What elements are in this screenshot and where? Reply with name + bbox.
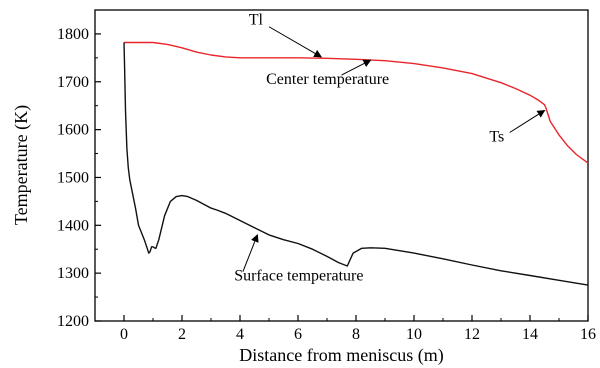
x-tick-label: 14	[522, 326, 538, 343]
annotation-label: Ts	[489, 129, 504, 146]
series-line-2	[123, 42, 589, 286]
y-tick-label: 1600	[57, 122, 89, 139]
annotation-arrow	[341, 59, 372, 76]
x-tick-label: 8	[352, 326, 360, 343]
series-line-1	[124, 41, 589, 164]
x-tick-label: 12	[464, 326, 480, 343]
x-tick-label: 2	[178, 326, 186, 343]
annotation-arrow	[268, 26, 323, 58]
y-tick-label: 1200	[57, 313, 89, 330]
plot-frame	[94, 9, 589, 322]
x-tick-label: 6	[294, 326, 302, 343]
axis-ticks: 0 2 4 6 8 10 12 14 16 1200 1300 1400 1500 1600 1700 180…	[57, 9, 596, 343]
y-tick-label: 1300	[57, 265, 89, 282]
series-layer	[123, 41, 589, 286]
annotation-label: Surface temperature	[234, 267, 363, 284]
annotation-label: Center temperature	[266, 71, 389, 88]
y-tick-label: 1800	[57, 26, 89, 43]
y-tick-label: 1700	[57, 74, 89, 91]
annotation-arrow	[242, 233, 259, 272]
x-tick-label: 4	[236, 326, 244, 343]
x-tick-label: 0	[120, 326, 128, 343]
x-tick-label: 10	[406, 326, 422, 343]
x-tick-label: 16	[580, 326, 596, 343]
y-axis-title: Temperature (K)	[11, 105, 32, 225]
y-tick-label: 1500	[57, 169, 89, 186]
annotation-layer: Tl Center temperature Ts Surface temperatur…	[234, 11, 546, 284]
annotation-arrow	[509, 109, 546, 133]
y-tick-label: 1400	[57, 217, 89, 234]
x-axis-title: Distance from meniscus (m)	[239, 345, 443, 366]
annotation-label: Tl	[249, 11, 264, 28]
